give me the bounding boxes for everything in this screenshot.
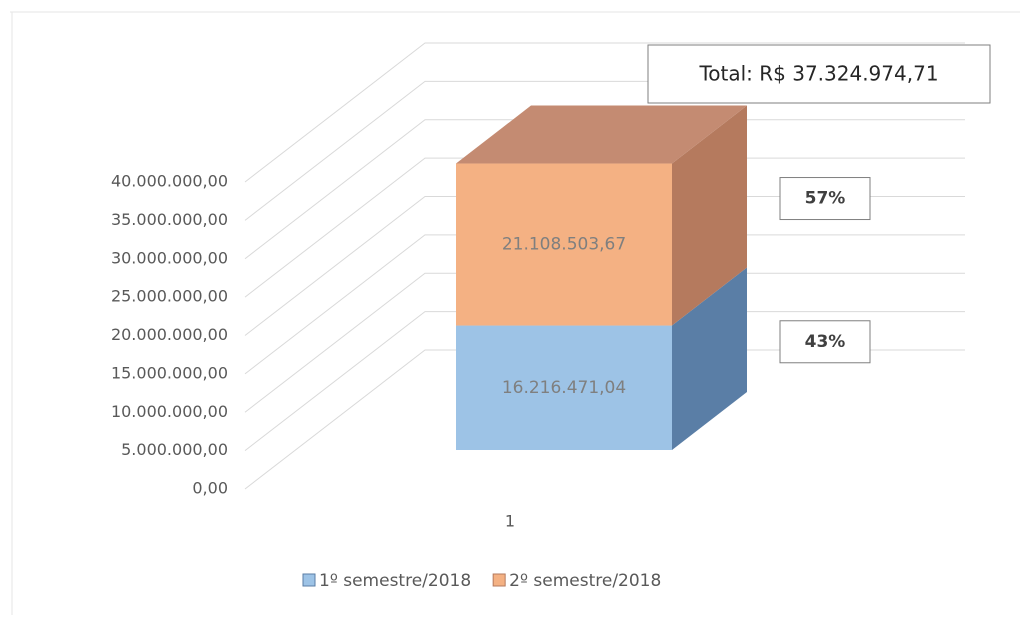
y-tick-label: 40.000.000,00: [111, 172, 228, 191]
grid-line: [244, 272, 965, 413]
legend-swatch: [302, 573, 316, 587]
grid-line: [244, 311, 965, 452]
percent-label: 43%: [805, 332, 846, 352]
bar-side: [672, 105, 747, 326]
y-tick-label: 20.000.000,00: [111, 325, 228, 344]
bar-side: [672, 267, 747, 450]
value-label: 21.108.503,67: [502, 235, 626, 255]
legend-swatch: [492, 573, 506, 587]
legend-label: 1º semestre/2018: [319, 571, 471, 591]
y-tick-label: 0,00: [192, 479, 228, 498]
total-box: [647, 44, 991, 104]
y-tick-label: 10.000.000,00: [111, 402, 228, 421]
y-tick-label: 25.000.000,00: [111, 287, 228, 306]
legend-label: 2º semestre/2018: [509, 571, 661, 591]
y-tick-label: 35.000.000,00: [111, 210, 228, 229]
grid-line: [244, 119, 965, 260]
value-label: 16.216.471,04: [502, 378, 626, 398]
percent-box: [779, 177, 871, 221]
grid-line: [244, 157, 965, 298]
grid-line: [244, 234, 965, 375]
x-tick-label: 1: [505, 512, 515, 531]
total-label: Total: R$ 37.324.974,71: [698, 62, 938, 86]
y-tick-label: 5.000.000,00: [121, 440, 228, 459]
y-tick-label: 30.000.000,00: [111, 248, 228, 267]
bar-front: [456, 325, 672, 450]
bar-front: [456, 163, 672, 326]
grid-line: [244, 42, 965, 183]
y-tick-label: 15.000.000,00: [111, 363, 228, 382]
percent-label: 57%: [805, 189, 846, 209]
bar-top: [456, 105, 747, 164]
percent-box: [779, 320, 871, 364]
